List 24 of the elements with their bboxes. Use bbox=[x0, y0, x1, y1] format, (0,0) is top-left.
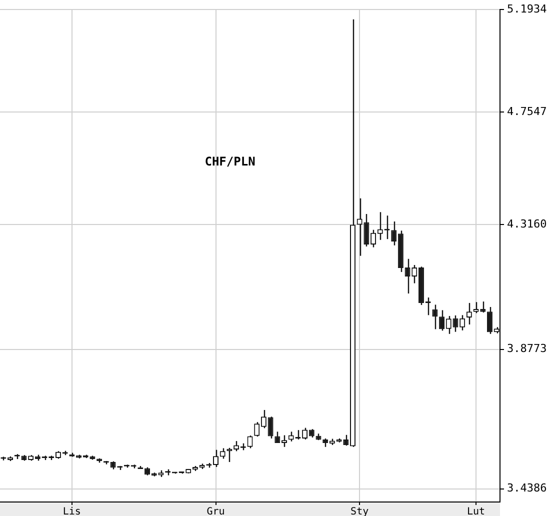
candlestick bbox=[288, 431, 294, 442]
candlestick bbox=[364, 213, 370, 248]
candlestick bbox=[480, 300, 486, 314]
y-tick-label: 5.1934 bbox=[507, 2, 547, 16]
candlestick bbox=[404, 258, 410, 294]
y-tick-label: 4.7547 bbox=[507, 105, 547, 118]
text: CHF/PLN bbox=[204, 154, 256, 168]
x-tick-label: Lis bbox=[62, 506, 81, 516]
y-tick-label: 3.4386 bbox=[507, 482, 547, 495]
candlestick bbox=[268, 416, 274, 440]
candlestick bbox=[356, 198, 362, 256]
candlestick bbox=[466, 302, 472, 326]
candlestick bbox=[452, 314, 458, 332]
candlestick bbox=[282, 434, 287, 448]
candlestick bbox=[432, 304, 438, 330]
x-tick-label: Gru bbox=[206, 506, 225, 516]
x-tick-label: Lut bbox=[466, 506, 486, 516]
candlestick bbox=[486, 306, 492, 335]
candlestick bbox=[220, 448, 226, 460]
candlestick bbox=[295, 429, 301, 440]
candlestick bbox=[460, 314, 466, 331]
candlestick bbox=[473, 302, 479, 314]
y-tick-label: 3.8773 bbox=[507, 342, 547, 356]
y-tick-label: 4.3160 bbox=[507, 218, 547, 231]
